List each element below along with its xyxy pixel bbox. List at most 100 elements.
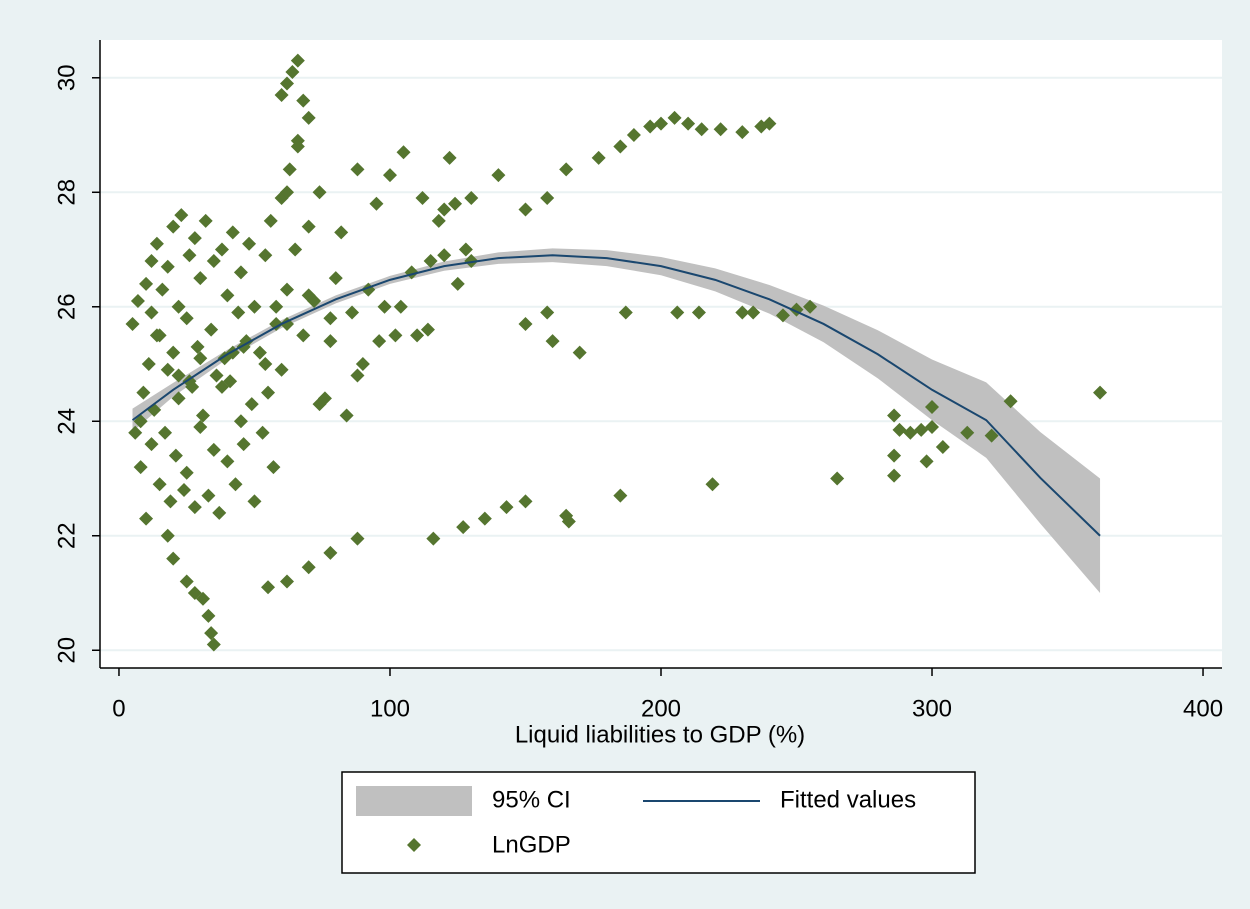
scatter-point bbox=[591, 150, 606, 165]
scatter-point bbox=[290, 139, 305, 154]
scatter-point bbox=[456, 520, 471, 535]
scatter-point bbox=[258, 357, 273, 372]
scatter-point bbox=[681, 116, 696, 131]
scatter-point bbox=[431, 213, 446, 228]
scatter-point bbox=[174, 208, 189, 223]
scatter-point bbox=[339, 408, 354, 423]
scatter-point bbox=[160, 362, 175, 377]
scatter-point bbox=[296, 93, 311, 108]
scatter-point bbox=[830, 471, 845, 486]
scatter-point bbox=[426, 531, 441, 546]
scatter-point bbox=[545, 334, 560, 349]
scatter-point bbox=[285, 65, 300, 80]
scatter-point bbox=[141, 357, 156, 372]
scatter-point bbox=[166, 219, 181, 234]
scatter-point bbox=[301, 219, 316, 234]
scatter-point bbox=[477, 511, 492, 526]
scatter-point bbox=[355, 357, 370, 372]
scatter-point bbox=[334, 225, 349, 240]
scatter-point bbox=[247, 494, 262, 509]
legend-swatch-ci bbox=[356, 786, 472, 816]
scatter-point bbox=[144, 253, 159, 268]
scatter-point bbox=[377, 299, 392, 314]
scatter-point bbox=[613, 139, 628, 154]
scatter-point bbox=[214, 379, 229, 394]
scatter-point bbox=[204, 322, 219, 337]
scatter-point bbox=[163, 494, 178, 509]
scatter-point bbox=[261, 580, 276, 595]
scatter-point bbox=[282, 162, 297, 177]
scatter-point bbox=[193, 419, 208, 434]
scatter-point bbox=[269, 299, 284, 314]
scatter-point bbox=[160, 259, 175, 274]
scatter-point bbox=[139, 511, 154, 526]
scatter-point bbox=[643, 119, 658, 134]
scatter-point bbox=[204, 626, 219, 641]
scatter-point bbox=[925, 399, 940, 414]
scatter-point bbox=[388, 328, 403, 343]
scatter-point bbox=[323, 545, 338, 560]
scatter-point bbox=[179, 311, 194, 326]
scatter-point bbox=[448, 196, 463, 211]
scatter-point bbox=[152, 477, 167, 492]
scatter-point bbox=[654, 116, 668, 131]
scatter-point bbox=[136, 385, 151, 400]
scatter-point bbox=[139, 276, 154, 291]
scatter-point bbox=[220, 288, 235, 303]
scatter-point bbox=[887, 408, 902, 423]
scatter-point bbox=[166, 345, 181, 360]
scatter-point bbox=[177, 482, 192, 497]
scatter-point bbox=[171, 368, 186, 383]
scatter-point bbox=[144, 305, 159, 320]
scatter-point bbox=[220, 454, 235, 469]
scatter-point bbox=[166, 551, 181, 566]
scatter-point bbox=[193, 351, 208, 366]
scatter-point bbox=[613, 488, 628, 503]
scatter-point bbox=[274, 87, 289, 102]
scatter-point bbox=[518, 316, 533, 331]
scatter-point bbox=[935, 440, 950, 455]
scatter-point bbox=[209, 368, 224, 383]
scatter-point bbox=[1003, 394, 1018, 409]
scatter-point bbox=[214, 242, 229, 257]
scatter-point bbox=[269, 316, 284, 331]
scatter-point bbox=[458, 242, 473, 257]
scatter-point bbox=[133, 460, 148, 475]
scatter-point bbox=[280, 282, 294, 297]
scatter-point bbox=[290, 53, 305, 68]
scatter-point bbox=[155, 282, 170, 297]
scatter-point bbox=[201, 488, 216, 503]
scatter-point bbox=[892, 422, 907, 437]
scatter-point bbox=[540, 305, 555, 320]
scatter-point bbox=[437, 202, 452, 217]
scatter-point bbox=[667, 110, 682, 125]
scatter-point bbox=[228, 477, 243, 492]
scatter-point bbox=[775, 308, 790, 323]
scatter-point bbox=[919, 454, 934, 469]
scatter-point bbox=[559, 162, 574, 177]
scatter-point bbox=[195, 408, 210, 423]
y-tick-label: 20 bbox=[53, 637, 80, 664]
scatter-point bbox=[206, 253, 221, 268]
scatter-point bbox=[762, 116, 777, 131]
scatter-point bbox=[705, 477, 720, 492]
scatter-point bbox=[903, 425, 918, 440]
scatter-point bbox=[491, 168, 506, 183]
scatter-point bbox=[626, 128, 641, 143]
scatter-point bbox=[328, 271, 343, 286]
scatter-point bbox=[128, 425, 143, 440]
scatter-point bbox=[312, 397, 327, 412]
scatter-point bbox=[396, 145, 411, 160]
scatter-point bbox=[187, 500, 202, 515]
scatter-point bbox=[182, 248, 197, 263]
scatter-point bbox=[149, 328, 164, 343]
scatter-point bbox=[691, 305, 706, 320]
scatter-point bbox=[244, 397, 259, 412]
scatter-point bbox=[735, 305, 750, 320]
scatter-point bbox=[206, 442, 221, 457]
scatter-point bbox=[618, 305, 633, 320]
scatter-point bbox=[187, 231, 202, 246]
scatter-point bbox=[236, 437, 251, 452]
scatter-point bbox=[323, 334, 338, 349]
scatter-point bbox=[280, 185, 294, 200]
